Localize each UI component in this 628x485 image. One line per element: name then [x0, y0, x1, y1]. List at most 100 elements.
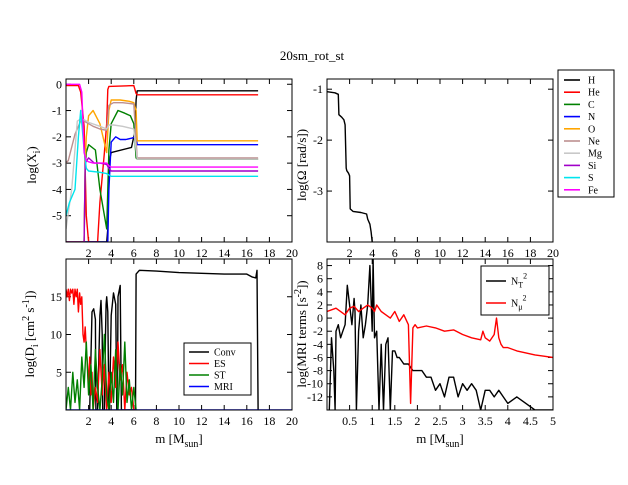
- y-tick-label: -4: [52, 182, 62, 196]
- x-tick-label: 10: [173, 414, 185, 428]
- legend-label-o: O: [588, 124, 595, 135]
- y-tick-label: -5: [52, 209, 62, 223]
- series-st: [66, 333, 137, 410]
- x-tick-label: 4: [505, 414, 511, 428]
- y-tick-label: 2: [317, 298, 323, 312]
- series-fe: [66, 83, 259, 168]
- series-n: [66, 136, 259, 242]
- x-tick-label: 5: [550, 414, 556, 428]
- legend-label-es: ES: [214, 359, 226, 370]
- x-tick-label: 14: [479, 246, 491, 260]
- y-tick-label: -4: [313, 337, 323, 351]
- x-tick-label: 20: [547, 246, 559, 260]
- legend-label-c: C: [588, 100, 595, 111]
- y-tick-label: -1: [313, 82, 323, 96]
- x-tick-label: 18: [524, 246, 536, 260]
- x-tick-label: 6: [131, 246, 137, 260]
- x-tick-label: 12: [457, 246, 469, 260]
- y-tick-label: -2: [313, 133, 323, 147]
- x-tick-label: 8: [414, 246, 420, 260]
- x-tick-label: 20: [286, 414, 298, 428]
- y-tick-label: -10: [307, 377, 323, 391]
- series-mg: [66, 117, 259, 229]
- legend-label-he: He: [588, 88, 600, 99]
- series-n-t-2: [328, 259, 553, 410]
- mri-ylabel: log(MRI terms [s-2]): [293, 280, 309, 387]
- x-tick-label: 2: [86, 246, 92, 260]
- y-tick-label: -3: [313, 184, 323, 198]
- x-tick-label: 18: [263, 414, 275, 428]
- diffusion-ylabel: log(Di [cm2 s-1]): [21, 291, 41, 378]
- x-tick-label: 1.5: [387, 414, 402, 428]
- x-tick-label: 2.5: [433, 414, 448, 428]
- x-tick-label: 2: [86, 414, 92, 428]
- legend-label-n: N: [588, 112, 595, 123]
- x-tick-label: 0.5: [342, 414, 357, 428]
- x-tick-label: 12: [196, 246, 208, 260]
- omega-ylabel: log(Ω [rad/s]): [294, 129, 309, 201]
- y-tick-label: 6: [317, 272, 323, 286]
- diffusion-xlabel: m [Msun]: [155, 431, 203, 450]
- x-tick-label: 20: [286, 246, 298, 260]
- legend-label-s: S: [588, 173, 594, 184]
- x-tick-label: 8: [153, 414, 159, 428]
- legend-label-conv: Conv: [214, 348, 236, 359]
- y-tick-label: 5: [56, 365, 62, 379]
- legend-label-mri: MRI: [214, 382, 233, 393]
- series-si: [66, 157, 259, 242]
- panel-abundances: 2 4 6 8 10 12 14 16 18 20 0 -1 -2 -3 -4 -5 log(Xi) HHeC…: [24, 69, 615, 260]
- legend-label-ne: Ne: [588, 137, 600, 148]
- legend-label-h: H: [588, 76, 595, 87]
- x-tick-label: 16: [241, 414, 253, 428]
- panel-mri-terms: 0.5 1 1.5 2 2.5 3 3.5 4 4.5 586420-2-4-6-8-10-12 …: [293, 258, 556, 450]
- y-tick-label: 4: [317, 285, 323, 299]
- x-tick-label: 3: [460, 414, 466, 428]
- x-tick-label: 4.5: [523, 414, 538, 428]
- x-tick-label: 10: [173, 246, 185, 260]
- y-tick-label: 10: [50, 328, 62, 342]
- x-tick-label: 10: [434, 246, 446, 260]
- series-conv: [89, 269, 259, 410]
- x-tick-label: 6: [131, 414, 137, 428]
- series-s: [66, 109, 259, 216]
- x-tick-label: 14: [218, 414, 230, 428]
- series-o: [66, 99, 259, 242]
- y-tick-label: -2: [52, 130, 62, 144]
- x-tick-label: 2: [414, 414, 420, 428]
- series-ne: [66, 101, 259, 164]
- legend-label-mg: Mg: [588, 149, 602, 160]
- x-tick-label: 1: [369, 414, 375, 428]
- legend-label-st: ST: [214, 371, 226, 382]
- x-tick-label: 16: [241, 246, 253, 260]
- y-tick-label: -8: [313, 364, 323, 378]
- y-tick-label: -1: [52, 104, 62, 118]
- x-tick-label: 8: [153, 246, 159, 260]
- legend-label-fe: Fe: [588, 185, 599, 196]
- y-tick-label: -3: [52, 156, 62, 170]
- series-omega: [327, 91, 373, 242]
- mri-xlabel: m [Msun]: [416, 431, 464, 450]
- figure-title: 20sm_rot_st: [280, 48, 345, 63]
- x-tick-label: 4: [108, 246, 114, 260]
- x-tick-label: 6: [392, 246, 398, 260]
- y-tick-label: 8: [317, 259, 323, 273]
- y-tick-label: 15: [50, 290, 62, 304]
- y-tick-label: -12: [307, 390, 323, 404]
- panel-omega: 2 4 6 8 10 12 14 16 18 20 -1 -2 -3 log(Ω [rad/s]): [294, 78, 559, 260]
- x-tick-label: 3.5: [478, 414, 493, 428]
- y-tick-label: 0: [317, 311, 323, 325]
- y-tick-label: 0: [56, 77, 62, 91]
- legend-label-si: Si: [588, 161, 597, 172]
- x-tick-label: 2: [347, 246, 353, 260]
- abundances-ylabel: log(Xi): [24, 146, 43, 183]
- y-tick-label: -2: [313, 324, 323, 338]
- series-n-2: [327, 304, 553, 405]
- x-tick-label: 4: [108, 414, 114, 428]
- legend-label-n-t-2: NT2: [511, 272, 527, 290]
- x-tick-label: 12: [196, 414, 208, 428]
- x-tick-label: 14: [218, 246, 230, 260]
